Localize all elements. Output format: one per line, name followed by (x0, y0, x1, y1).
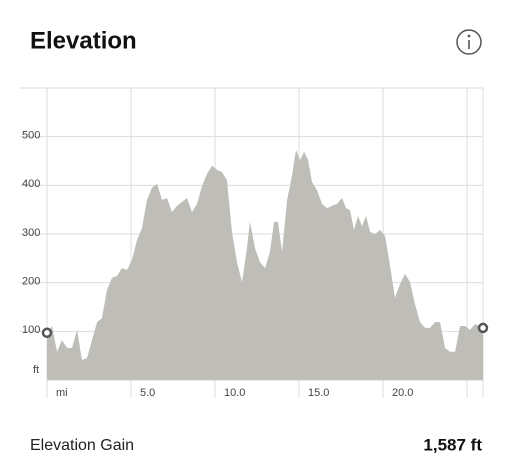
y-tick-label: 400 (22, 178, 40, 190)
y-tick-label: 300 (22, 227, 40, 239)
endpoint-marker (41, 327, 53, 339)
chart-title: Elevation (30, 27, 137, 54)
summary-value: 1,587 ft (423, 435, 482, 454)
x-tick-label: 10.0 (224, 387, 245, 399)
y-tick-label: 200 (22, 276, 40, 288)
x-tick-label: mi (56, 387, 68, 399)
x-tick-label: 5.0 (140, 387, 155, 399)
endpoint-marker (477, 322, 489, 334)
elevation-area (47, 149, 483, 380)
y-axis-label: ft (33, 364, 39, 376)
info-icon[interactable] (456, 29, 482, 55)
x-tick-label: 20.0 (392, 387, 413, 399)
y-tick-label: 500 (22, 130, 40, 142)
summary-label: Elevation Gain (30, 437, 134, 454)
y-tick-label: 100 (22, 324, 40, 336)
x-tick-label: 15.0 (308, 387, 329, 399)
plot: 100 200 300 400 500 ft mi 5.0 10.0 15.0 20.0 (20, 87, 489, 399)
info-button[interactable] (456, 29, 482, 55)
info-dot (467, 34, 471, 38)
